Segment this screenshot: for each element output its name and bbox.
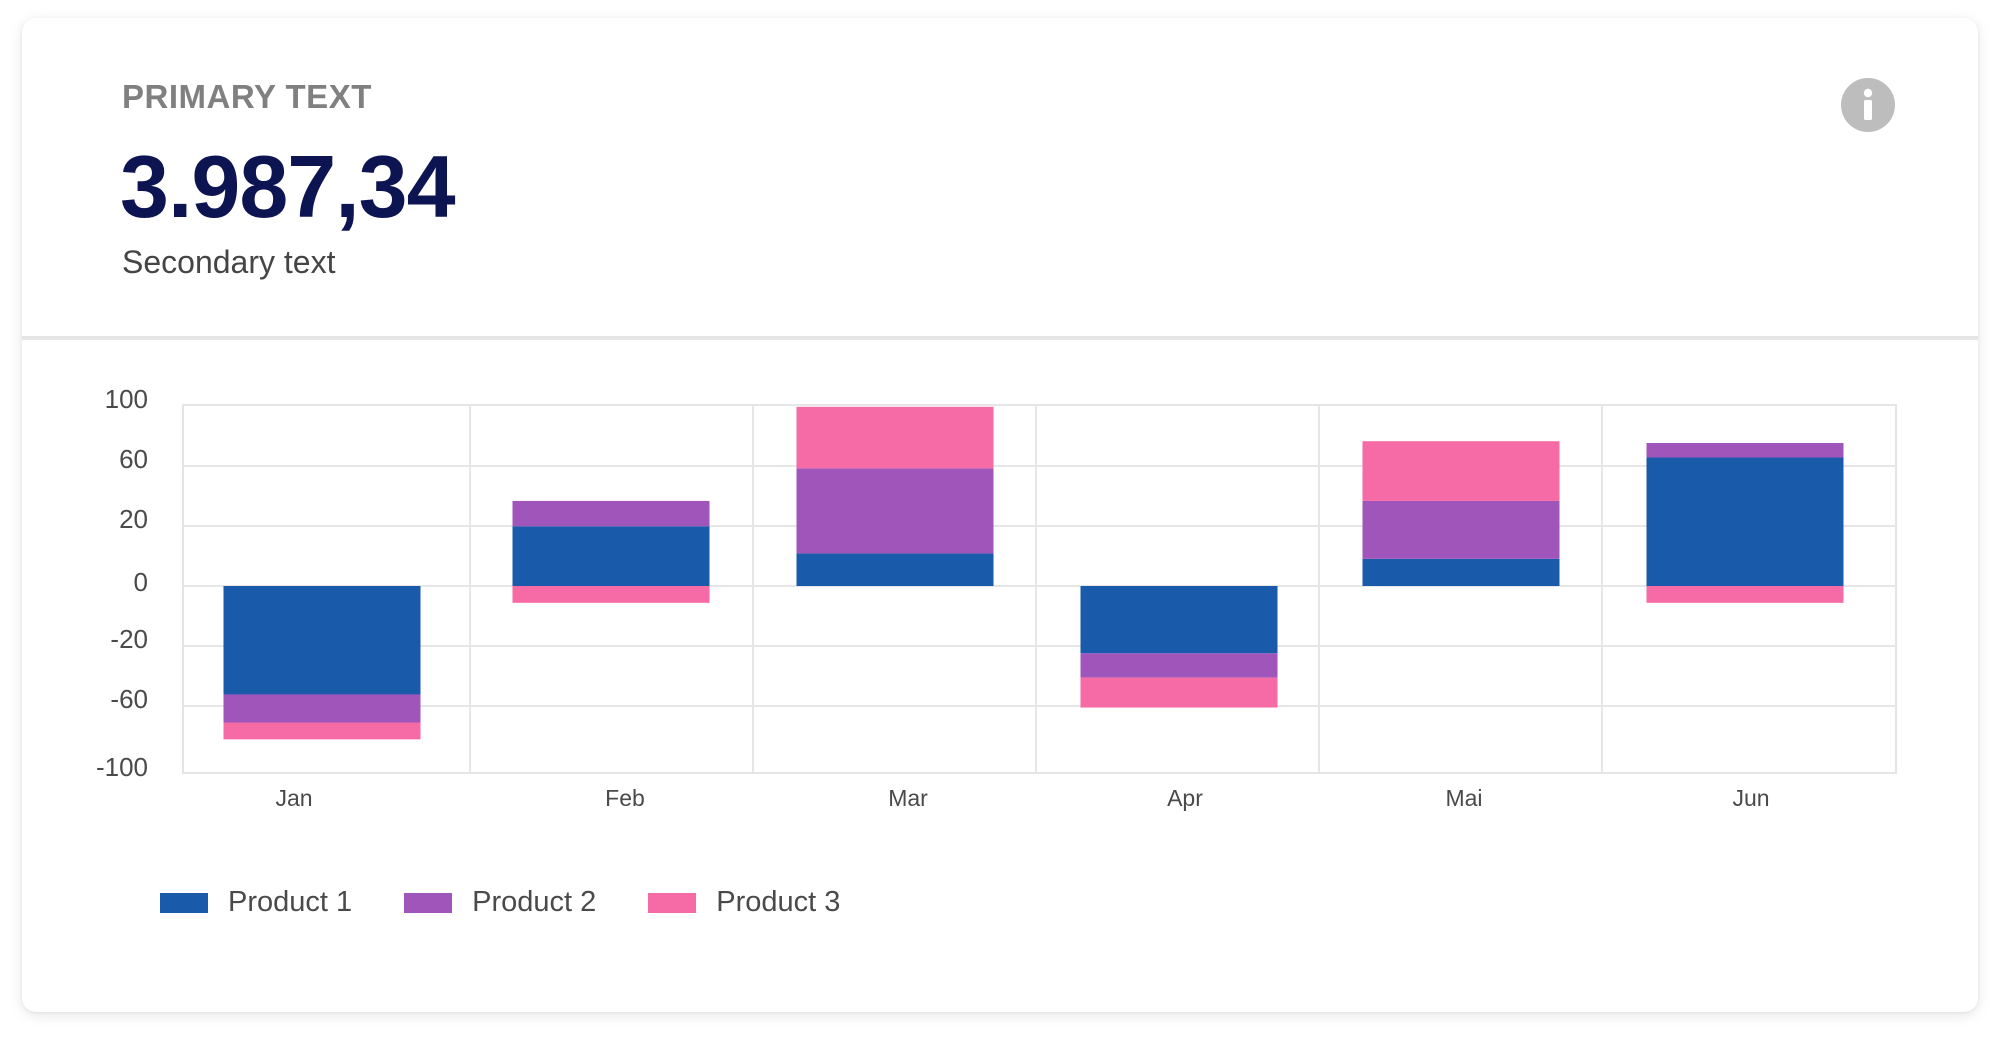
- bar-mai-product-1: [1362, 558, 1560, 586]
- legend-item-product-1[interactable]: Product 1: [160, 886, 352, 919]
- x-tick-label: Jun: [1732, 785, 1769, 811]
- info-icon[interactable]: [1841, 78, 1895, 132]
- bar-feb-product-1: [512, 526, 710, 586]
- bar-mar-product-3: [796, 406, 994, 469]
- bar-apr-product-2: [1080, 653, 1278, 678]
- bar-jun-product-2: [1646, 443, 1844, 458]
- bar-jan-product-3: [223, 722, 421, 740]
- y-tick-label: 60: [119, 444, 148, 474]
- y-tick-label: 20: [119, 504, 148, 534]
- bar-mar-product-2: [796, 468, 994, 554]
- bar-mai-product-2: [1362, 500, 1560, 559]
- bar-jan-product-2: [223, 694, 421, 723]
- x-tick-label: Jan: [275, 785, 312, 811]
- y-tick-label: -20: [110, 624, 148, 654]
- chart-legend: Product 1 Product 2 Product 3: [160, 886, 892, 919]
- y-tick-label: -60: [110, 684, 148, 714]
- secondary-text: Secondary text: [122, 244, 336, 280]
- legend-swatch-product-3: [648, 892, 697, 913]
- legend-swatch-product-1: [160, 892, 208, 913]
- header-divider: [22, 336, 1978, 340]
- y-tick-label: -100: [96, 752, 148, 782]
- card-header: PRIMARY TEXT 3.987,34 Secondary text: [22, 18, 1978, 336]
- bar-apr-product-3: [1080, 677, 1278, 708]
- bar-feb-product-3: [512, 586, 710, 603]
- bar-mai-product-3: [1362, 441, 1560, 501]
- bar-mar-product-1: [796, 553, 994, 586]
- x-tick-label: Apr: [1167, 785, 1203, 811]
- x-tick-label: Feb: [605, 785, 645, 811]
- y-tick-label: 0: [134, 567, 148, 597]
- legend-item-product-3[interactable]: Product 3: [648, 886, 840, 919]
- bar-feb-product-2: [512, 500, 710, 527]
- plot-frame: [182, 404, 1897, 774]
- y-tick-label: 100: [105, 384, 148, 414]
- primary-value: 3.987,34: [120, 137, 456, 236]
- bar-jan-product-1: [223, 586, 421, 695]
- bar-apr-product-1: [1080, 586, 1278, 654]
- bar-jun-product-3: [1646, 586, 1844, 603]
- primary-label: PRIMARY TEXT: [122, 78, 372, 115]
- bar-jun-product-1: [1646, 457, 1844, 586]
- legend-label-product-3: Product 3: [716, 886, 841, 918]
- x-tick-label: Mar: [888, 785, 928, 811]
- legend-item-product-2[interactable]: Product 2: [404, 886, 596, 919]
- x-tick-label: Mai: [1445, 785, 1482, 811]
- legend-label-product-2: Product 2: [472, 886, 597, 918]
- legend-label-product-1: Product 1: [228, 886, 353, 918]
- legend-swatch-product-2: [404, 892, 453, 913]
